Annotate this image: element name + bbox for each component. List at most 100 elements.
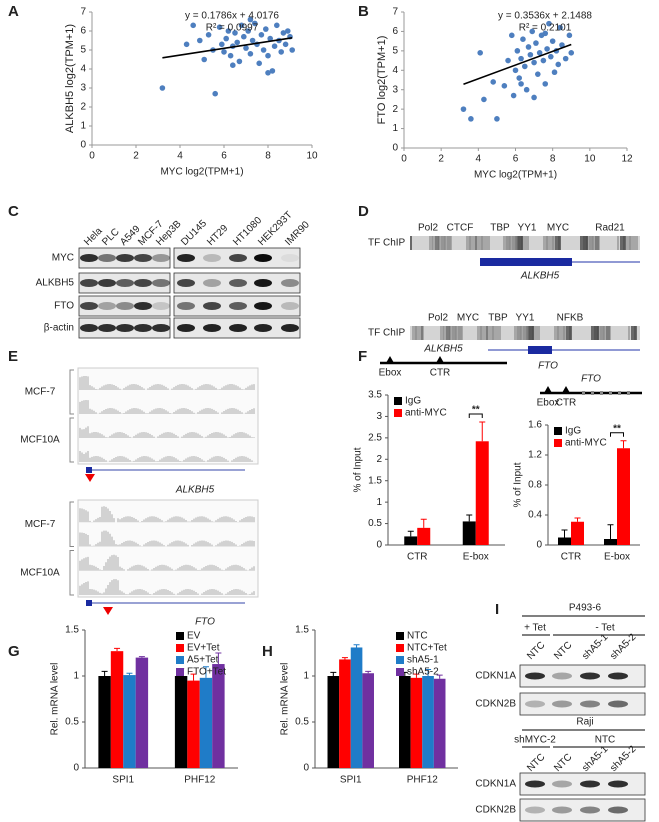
exon	[591, 391, 594, 395]
y-tick-label: 1.5	[295, 625, 309, 636]
band	[98, 302, 116, 310]
chip-peak	[478, 236, 484, 250]
chip-peak	[443, 326, 451, 340]
band	[580, 672, 600, 680]
row-label: CDKN2B	[475, 805, 516, 816]
y-tick-label: 6	[392, 26, 398, 37]
sample-label: MCF10A	[20, 435, 60, 446]
condition: - Tet	[595, 623, 614, 634]
bar	[135, 657, 149, 768]
legend-label: EV+Tet	[187, 643, 220, 654]
scatter-point	[460, 106, 467, 112]
y-axis-label: Rel. mRNA level	[50, 663, 61, 736]
chip-peak	[617, 236, 619, 250]
error-bar	[607, 524, 614, 539]
row-label: FTO	[54, 301, 74, 312]
bar	[462, 521, 476, 545]
error-bar	[101, 670, 108, 676]
scatter-point	[505, 57, 511, 64]
y-axis-label: ALKBH5 log2(TPM+1)	[64, 24, 76, 133]
bar	[399, 676, 411, 768]
lane-label: shA5-2	[608, 743, 638, 773]
scatter-point	[223, 35, 229, 42]
r-squared: R² = 0.0997	[206, 23, 259, 34]
y-tick-label: 2	[376, 454, 382, 465]
gene-exon	[86, 600, 92, 606]
site-marker	[562, 386, 570, 393]
x-tick-label: E-box	[463, 552, 489, 563]
scatter-point	[468, 116, 474, 122]
band	[80, 302, 98, 310]
scatter-point	[205, 32, 212, 38]
error-bar	[190, 673, 197, 681]
scatter-point	[183, 41, 190, 48]
chip-peak	[521, 236, 529, 250]
scatter-point	[566, 32, 573, 39]
bar	[571, 521, 584, 545]
coverage	[79, 579, 255, 595]
band	[98, 279, 116, 287]
band	[98, 254, 116, 262]
scatter-point	[278, 49, 285, 55]
band	[134, 254, 152, 262]
scatter-point	[555, 61, 562, 68]
coverage	[79, 451, 255, 462]
row-label: ALKBH5	[36, 278, 75, 289]
scatter-point	[542, 30, 549, 37]
band	[608, 806, 628, 814]
row-label: CDKN1A	[475, 779, 516, 790]
band	[281, 324, 299, 332]
band	[254, 279, 272, 287]
condition: NTC	[595, 735, 616, 746]
scatter-point	[527, 51, 534, 58]
chip-peak	[418, 326, 424, 340]
chip-peak	[444, 236, 452, 250]
x-tick-label: CTR	[561, 552, 582, 563]
chip-peak	[626, 236, 632, 250]
chip-peak	[455, 326, 463, 340]
band	[177, 324, 195, 332]
error-bar	[407, 530, 414, 537]
y-tick-label: 1	[376, 497, 382, 508]
exon	[582, 391, 585, 395]
coverage	[79, 506, 255, 523]
chip-peak	[554, 326, 560, 340]
gene-label: FTO	[195, 617, 215, 628]
band	[254, 302, 272, 310]
site-marker	[103, 607, 113, 615]
bar	[417, 527, 431, 545]
scatter-point	[512, 67, 519, 74]
band	[608, 672, 628, 680]
legend-label: A5+Tet	[187, 655, 219, 666]
chip-peak	[628, 326, 630, 340]
row-label: CDKN2B	[475, 699, 516, 710]
scatter-point	[525, 44, 532, 50]
x-tick-label: E-box	[604, 552, 630, 563]
scatter-point	[247, 16, 254, 23]
chip-peak	[449, 326, 457, 340]
band	[254, 324, 272, 332]
scatter-point	[263, 26, 269, 32]
x-tick-label: 6	[221, 151, 227, 162]
band	[525, 672, 545, 680]
band	[134, 324, 152, 332]
bar	[404, 536, 418, 545]
cell-line: Raji	[576, 717, 593, 728]
gene-title: ALKBH5	[423, 344, 463, 355]
x-tick-label: 10	[584, 154, 596, 165]
bar	[199, 677, 213, 768]
scatter-point	[546, 20, 552, 27]
x-tick-label: 12	[621, 154, 633, 165]
band	[281, 254, 299, 262]
x-tick-label: 0	[89, 151, 95, 162]
error-bar	[341, 657, 348, 660]
factor-label: CTCF	[447, 223, 474, 234]
scatter-point	[271, 43, 278, 49]
error-bar	[365, 670, 372, 674]
band	[229, 279, 247, 287]
band	[229, 254, 247, 262]
sample-bracket	[69, 501, 74, 547]
legend-swatch	[176, 668, 184, 676]
site-label: CTR	[556, 398, 577, 409]
bar	[617, 448, 630, 545]
